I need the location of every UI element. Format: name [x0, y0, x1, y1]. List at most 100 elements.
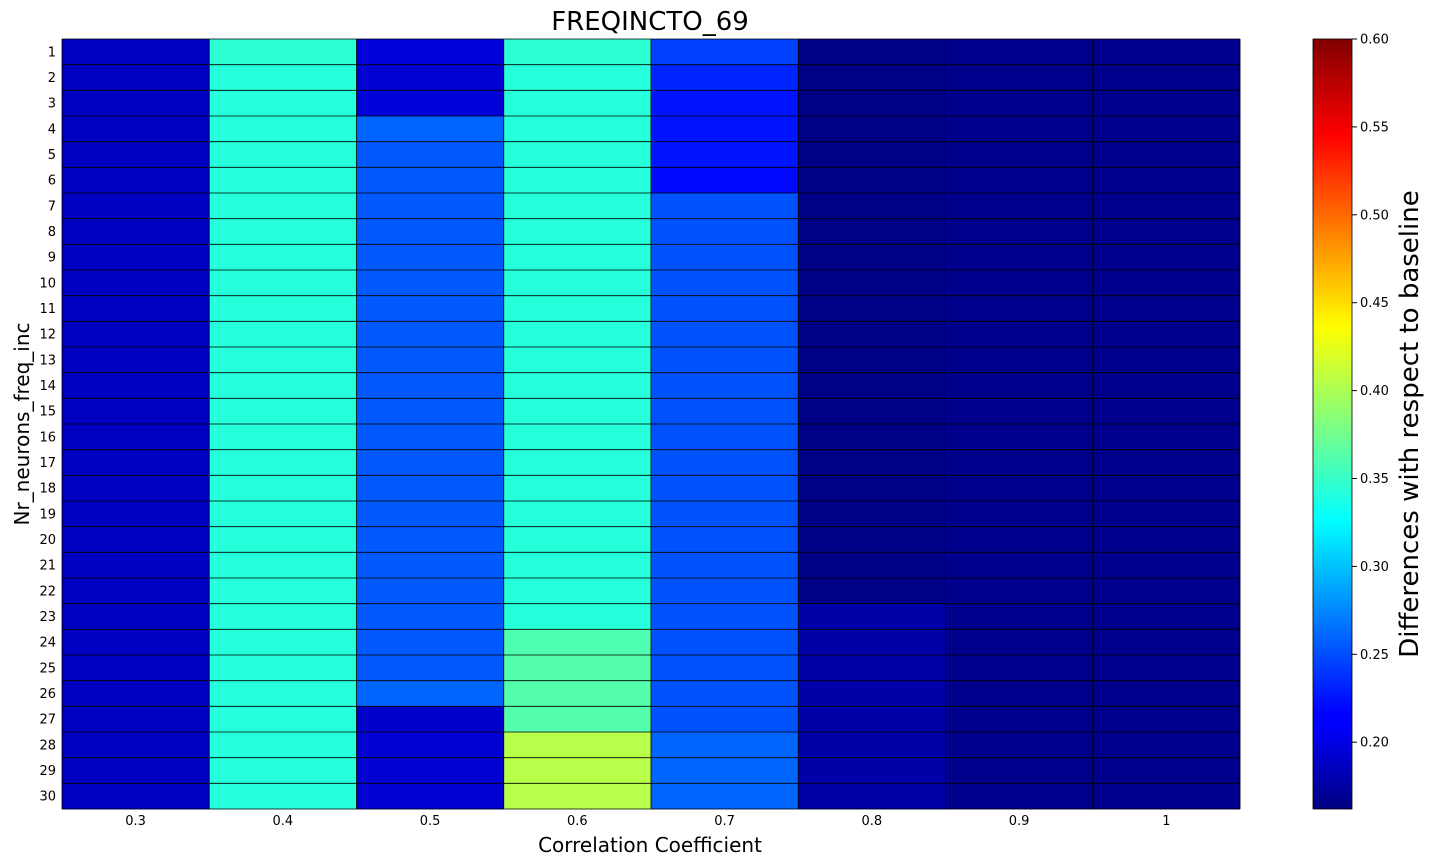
heatmap-cell — [62, 757, 210, 784]
y-tick-label: 25 — [39, 661, 56, 676]
heatmap-cell — [356, 347, 505, 373]
heatmap-cell — [1092, 732, 1241, 758]
cell-borders — [61, 38, 1241, 810]
heatmap-cell — [651, 655, 799, 681]
heatmap-cell — [945, 270, 1094, 296]
y-tick-label: 2 — [48, 71, 56, 86]
heatmap-cell — [356, 295, 505, 322]
heatmap-cell — [651, 90, 799, 117]
heatmap-cell — [651, 629, 799, 656]
heatmap-cell — [945, 424, 1094, 450]
heatmap-cell — [503, 218, 652, 245]
x-tick-label: 0.5 — [420, 814, 441, 829]
heatmap-cell — [209, 732, 357, 758]
heatmap-cell — [651, 270, 799, 296]
y-axis-label: Nr_neurons_freq_inc — [10, 322, 34, 525]
heatmap-cell — [798, 526, 946, 553]
heatmap-cell — [62, 398, 210, 425]
heatmap-cell — [798, 783, 946, 810]
y-tick-label: 24 — [39, 636, 56, 651]
heatmap-cell — [798, 680, 946, 707]
heatmap-cell — [651, 167, 799, 194]
x-tick-label: 0.4 — [273, 814, 294, 829]
heatmap-cell — [209, 90, 357, 117]
y-tick-label: 29 — [39, 764, 56, 779]
heatmap-cell — [651, 732, 799, 758]
heatmap-cell — [356, 501, 505, 527]
heatmap-cell — [62, 218, 210, 245]
heatmap-cell — [1092, 552, 1241, 579]
y-tick-label: 19 — [39, 507, 56, 522]
heatmap-cell — [503, 732, 652, 758]
heatmap-cell — [945, 680, 1094, 707]
heatmap-cell — [1092, 244, 1241, 271]
heatmap-cell — [503, 655, 652, 681]
heatmap-cell — [209, 757, 357, 784]
heatmap-cell — [356, 475, 505, 502]
heatmap-cell — [356, 680, 505, 707]
heatmap-cell — [62, 655, 210, 681]
heatmap-cell — [356, 578, 505, 604]
x-tick-label: 0.9 — [1009, 814, 1030, 829]
heatmap-cell — [798, 295, 946, 322]
heatmap-cell — [209, 141, 357, 168]
heatmap-cell — [62, 193, 210, 219]
heatmap-cell — [356, 193, 505, 219]
heatmap-cell — [1092, 193, 1241, 219]
heatmap-cell — [503, 295, 652, 322]
heatmap-cell — [945, 193, 1094, 219]
heatmap-cell — [1092, 398, 1241, 425]
heatmap-cell — [503, 552, 652, 579]
heatmap-cell — [651, 321, 799, 348]
heatmap-cell — [503, 167, 652, 194]
heatmap-cell — [209, 167, 357, 194]
heatmap-cell — [62, 501, 210, 527]
heatmap-cell — [356, 398, 505, 425]
y-tick-label: 11 — [39, 302, 56, 317]
heatmap-cell — [503, 39, 652, 65]
heatmap-cell — [62, 270, 210, 296]
heatmap-cell — [503, 141, 652, 168]
heatmap-cell — [62, 244, 210, 271]
heatmap-cell — [62, 64, 210, 91]
heatmap-cell — [651, 372, 799, 399]
y-axis-ticks: 1234567891011121314151617181920212223242… — [39, 45, 56, 804]
heatmap-cell — [651, 424, 799, 450]
heatmap-cell — [1092, 64, 1241, 91]
heatmap-cell — [209, 64, 357, 91]
y-tick-label: 13 — [39, 353, 56, 368]
colorbar-tick-label: 0.55 — [1360, 120, 1389, 135]
heatmap-cell — [1092, 706, 1241, 733]
heatmap-cell — [945, 757, 1094, 784]
heatmap-cell — [945, 116, 1094, 142]
heatmap-cell — [1092, 783, 1241, 810]
heatmap-cell — [1092, 526, 1241, 553]
heatmap-cell — [62, 475, 210, 502]
heatmap-cell — [62, 706, 210, 733]
heatmap-cell — [651, 578, 799, 604]
heatmap-cell — [945, 398, 1094, 425]
colorbar-tick-label: 0.40 — [1360, 384, 1389, 399]
heatmap-cell — [651, 501, 799, 527]
heatmap-cell — [798, 244, 946, 271]
heatmap-cell — [356, 655, 505, 681]
heatmap-cell — [503, 475, 652, 502]
y-tick-label: 23 — [39, 610, 56, 625]
heatmap-cell — [945, 64, 1094, 91]
heatmap-cell — [356, 372, 505, 399]
heatmap-cell — [1092, 321, 1241, 348]
heatmap-cell — [798, 372, 946, 399]
heatmap-cell — [1092, 655, 1241, 681]
heatmap-cell — [798, 629, 946, 656]
heatmap-cell — [62, 372, 210, 399]
heatmap-cell — [651, 244, 799, 271]
y-tick-label: 6 — [48, 174, 56, 189]
heatmap-cell — [1092, 39, 1241, 65]
x-tick-label: 0.6 — [567, 814, 588, 829]
heatmap-cell — [503, 398, 652, 425]
y-tick-label: 8 — [48, 225, 56, 240]
heatmap-cell — [1092, 372, 1241, 399]
colorbar-tick-label: 0.25 — [1360, 648, 1389, 663]
heatmap-cell — [209, 321, 357, 348]
y-tick-label: 28 — [39, 738, 56, 753]
